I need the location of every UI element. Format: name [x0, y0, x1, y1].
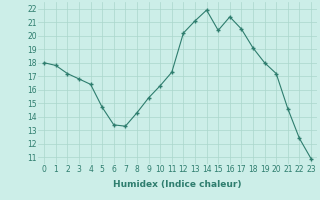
- X-axis label: Humidex (Indice chaleur): Humidex (Indice chaleur): [113, 180, 242, 189]
